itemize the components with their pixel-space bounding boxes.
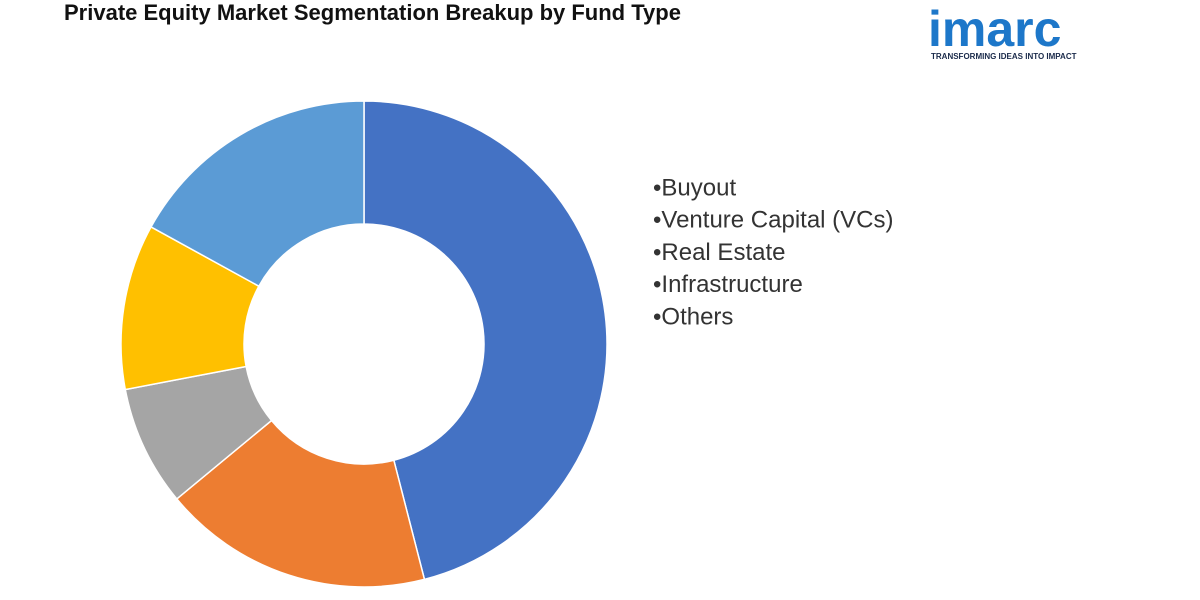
legend-entry: •Buyout bbox=[653, 174, 736, 201]
logo-name: imarc bbox=[928, 1, 1061, 57]
legend-entry: •Infrastructure bbox=[653, 271, 803, 298]
donut-segment bbox=[150, 100, 365, 288]
chart-title: Private Equity Market Segmentation Break… bbox=[64, 0, 681, 25]
legend-entry: •Real Estate bbox=[653, 239, 785, 266]
donut-segment bbox=[363, 100, 608, 581]
logo-tagline: TRANSFORMING IDEAS INTO IMPACT bbox=[931, 52, 1077, 61]
legend-entry: •Venture Capital (VCs) bbox=[653, 207, 894, 234]
donut-segment bbox=[175, 419, 426, 588]
legend-entry: •Others bbox=[653, 304, 733, 331]
